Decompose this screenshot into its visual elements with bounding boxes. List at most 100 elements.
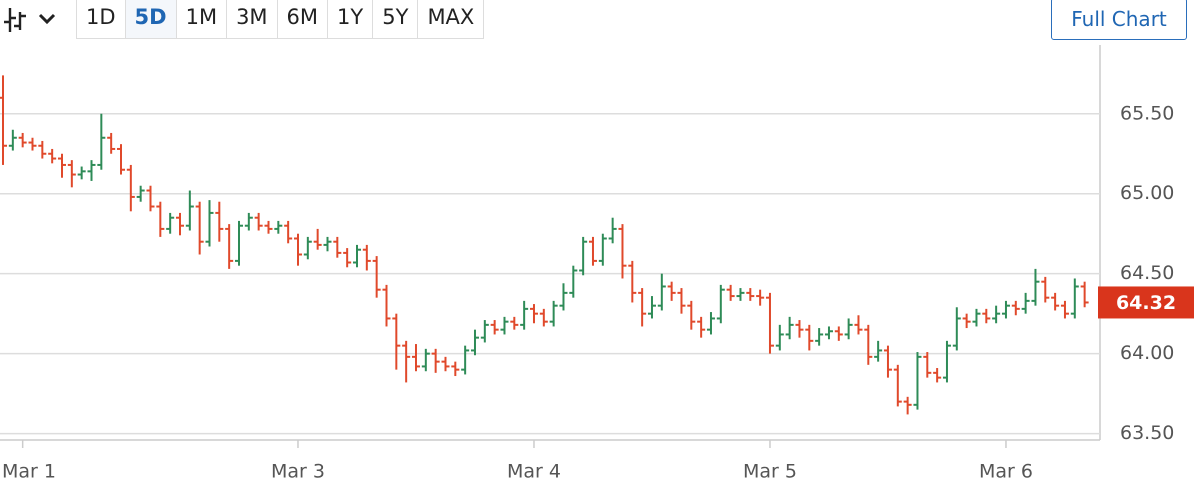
ohlc-bar — [726, 284, 735, 301]
ohlc-bar — [942, 340, 951, 383]
ohlc-bar — [215, 201, 224, 242]
ohlc-bar — [579, 236, 588, 276]
ohlc-bar — [382, 284, 391, 327]
ohlc-bar — [667, 281, 676, 301]
ohlc-bar — [225, 224, 234, 269]
ohlc-bar — [1080, 281, 1089, 308]
ohlc-bar — [874, 340, 883, 362]
ohlc-bar — [628, 260, 637, 303]
ohlc-bar — [421, 348, 430, 372]
last-price-badge — [1098, 286, 1194, 319]
ohlc-bar — [716, 284, 725, 324]
ohlc-bar — [1011, 300, 1020, 316]
x-tick-label: Mar 6 — [979, 461, 1033, 483]
range-button[interactable]: 5Y — [373, 0, 419, 38]
ohlc-bar — [470, 329, 479, 356]
x-tick-label: Mar 4 — [507, 461, 561, 483]
ohlc-bar — [461, 345, 470, 375]
ohlc-bar — [618, 224, 627, 279]
ohlc-bar — [1060, 300, 1069, 319]
range-button[interactable]: 1Y — [328, 0, 374, 38]
ohlc-bar — [156, 201, 165, 237]
ohlc-bar — [923, 352, 932, 378]
ohlc-bar — [57, 153, 66, 178]
ohlc-bar — [18, 132, 27, 148]
ohlc-bar — [1031, 268, 1040, 306]
range-button[interactable]: 3M — [227, 0, 278, 38]
ohlc-bar — [864, 324, 873, 365]
ohlc-bar — [402, 340, 411, 383]
ohlc-bar — [824, 326, 833, 340]
ohlc-bar — [0, 75, 7, 165]
ohlc-bar — [913, 352, 922, 410]
ohlc-bar — [795, 320, 804, 338]
range-button[interactable]: 5D — [125, 0, 177, 38]
ohlc-bar — [67, 160, 76, 188]
full-chart-button[interactable]: Full Chart — [1051, 0, 1187, 40]
range-button[interactable]: 1M — [177, 0, 228, 38]
ohlc-bar — [785, 316, 794, 340]
range-button[interactable]: MAX — [427, 5, 475, 29]
ohlc-bar — [1021, 292, 1030, 314]
ohlc-bar — [657, 273, 666, 311]
ohlc-bar — [893, 364, 902, 407]
ohlc-bar — [1070, 278, 1079, 319]
ohlc-bar — [962, 313, 971, 329]
ohlc-bar — [136, 185, 145, 202]
ohlc-bar — [126, 164, 135, 212]
ohlc-bar — [431, 348, 440, 373]
ohlc-bar — [697, 316, 706, 338]
y-tick-label: 64.00 — [1120, 342, 1174, 364]
ohlc-bar — [844, 318, 853, 340]
ohlc-bar — [411, 344, 420, 372]
ohlc-bar — [549, 300, 558, 327]
range-button[interactable]: 1D — [77, 0, 126, 38]
y-tick-label: 65.50 — [1120, 102, 1174, 124]
chart-type-menu[interactable] — [0, 2, 62, 36]
ohlc-bar — [834, 326, 843, 341]
ohlc-bar — [490, 320, 499, 335]
ohlc-bar — [1051, 292, 1060, 311]
ohlc-bar — [264, 220, 273, 234]
ohlc-bar — [756, 289, 765, 306]
ohlc-bar — [274, 220, 283, 234]
ohlc-bar — [313, 228, 322, 250]
ohlc-bar — [933, 368, 942, 383]
x-tick-label: Mar 5 — [743, 461, 797, 483]
ohlc-bar — [480, 320, 489, 343]
ohlc-bar — [372, 256, 381, 298]
ohlc-bar — [805, 324, 814, 351]
ohlc-bar — [529, 304, 538, 324]
ohlc-bar — [638, 288, 647, 327]
ohlc-bar — [362, 244, 371, 271]
ohlc-bar — [107, 132, 116, 154]
last-price-label: 64.32 — [1116, 292, 1176, 314]
ohlc-bar — [883, 345, 892, 378]
ohlc-bar — [146, 185, 155, 212]
ohlc-bar — [992, 305, 1001, 324]
ohlc-bar — [244, 212, 253, 231]
ohlc-bar — [982, 308, 991, 324]
x-tick-label: Mar 3 — [271, 461, 325, 483]
ohlc-bar — [48, 148, 57, 164]
ohlc-bar — [1041, 276, 1050, 303]
ohlc-bar — [77, 166, 86, 180]
ohlc-bar — [352, 244, 361, 268]
ohlc-bar — [559, 283, 568, 311]
ohlc-bar — [97, 113, 106, 170]
ohlc-bar — [706, 312, 715, 335]
y-tick-label: 63.50 — [1120, 422, 1174, 444]
ohlc-bar — [333, 236, 342, 258]
ohlc-bar — [598, 233, 607, 266]
range-button[interactable]: 6M — [278, 0, 329, 38]
ohlc-bar — [775, 324, 784, 351]
ohlc-bar — [972, 308, 981, 327]
ohlc-bar — [647, 296, 656, 319]
ohlc-bar — [343, 248, 352, 268]
ohlc-bar — [451, 361, 460, 377]
ohlc-bar — [736, 288, 745, 301]
ohlc-bar — [28, 137, 37, 151]
ohlc-bar — [588, 236, 597, 266]
